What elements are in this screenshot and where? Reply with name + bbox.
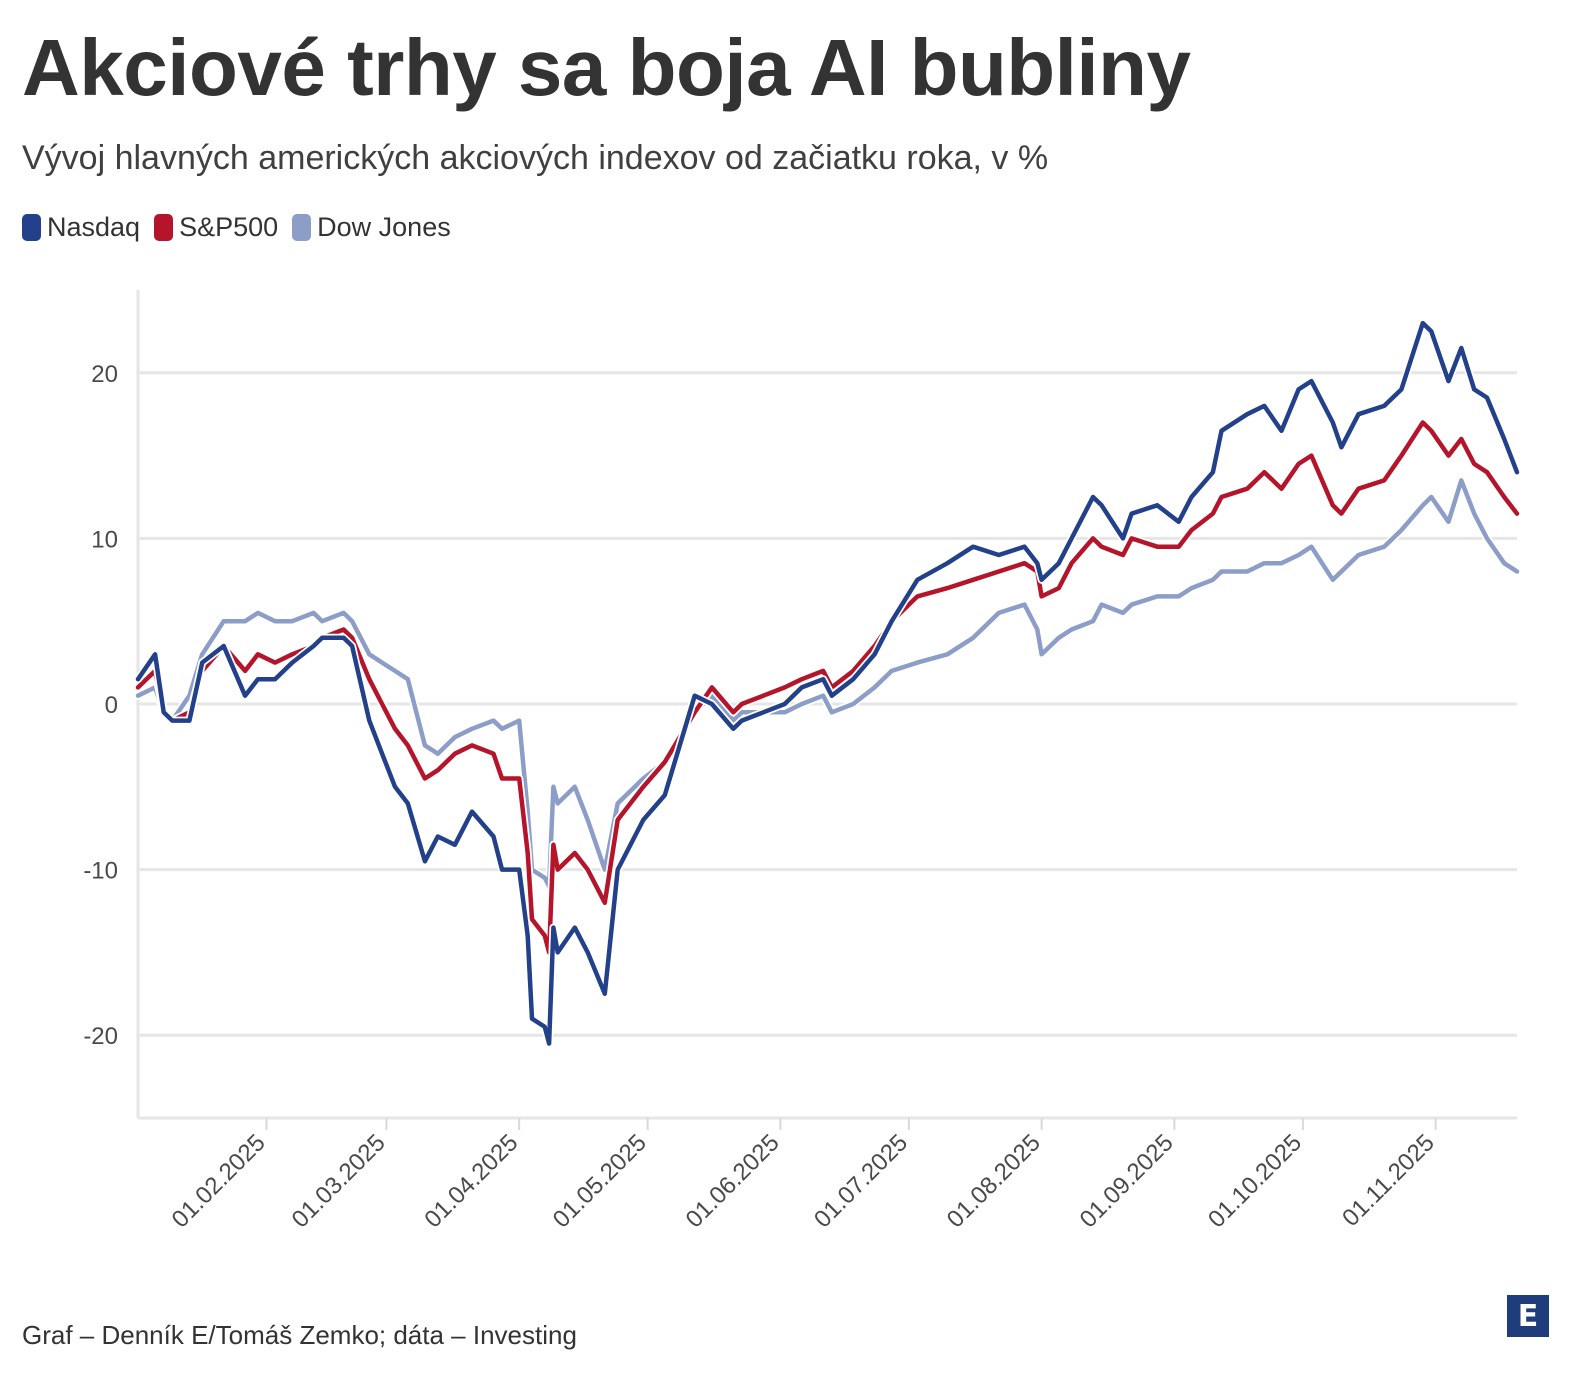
x-tick-label: 01.03.2025 xyxy=(287,1129,391,1233)
x-tick-label: 01.05.2025 xyxy=(548,1129,652,1233)
x-tick-label: 01.02.2025 xyxy=(167,1129,271,1233)
legend-label-dowjones: Dow Jones xyxy=(317,212,451,242)
x-tick-labels: 01.02.2025 01.03.2025 01.04.2025 01.05.2025… xyxy=(167,1129,1440,1233)
y-tick-label: -10 xyxy=(83,858,118,885)
axis-layer xyxy=(136,290,1517,1130)
series-line-nasdaq xyxy=(135,320,1520,1046)
chart-title: Akciové trhy sa boja AI bubliny xyxy=(22,23,1191,112)
source-credit: Graf – Denník E/Tomáš Zemko; dáta – Inve… xyxy=(22,1320,577,1350)
y-tick-label: -20 xyxy=(83,1023,118,1050)
x-tick-label: 01.09.2025 xyxy=(1075,1129,1179,1233)
legend-label-sp500: S&P500 xyxy=(179,212,279,242)
line-chart: 01.02.2025 01.03.2025 01.04.2025 01.05.2025… xyxy=(83,290,1521,1233)
legend-item-sp500: S&P500 xyxy=(154,212,278,243)
chart-subtitle: Vývoj hlavných amerických akciových inde… xyxy=(22,139,1049,177)
legend-swatch-sp500 xyxy=(154,214,174,241)
y-tick-label: 0 xyxy=(105,692,118,719)
x-tick-label: 01.04.2025 xyxy=(419,1129,523,1233)
x-tick-label: 01.10.2025 xyxy=(1203,1129,1307,1233)
y-tick-label: 10 xyxy=(91,526,118,553)
y-tick-label: 20 xyxy=(91,361,118,388)
series-layer xyxy=(134,319,1521,1048)
chart-legend: Nasdaq S&P500 Dow Jones xyxy=(22,212,451,243)
x-tick-label: 01.06.2025 xyxy=(681,1129,785,1233)
legend-item-nasdaq: Nasdaq xyxy=(22,212,140,243)
legend-item-dowjones: Dow Jones xyxy=(292,212,451,243)
x-tick-label: 01.08.2025 xyxy=(942,1129,1046,1233)
legend-swatch-nasdaq xyxy=(22,214,41,241)
legend-label-nasdaq: Nasdaq xyxy=(47,212,141,242)
legend-swatch-dowjones xyxy=(292,214,312,241)
y-tick-labels: -20 -10 0 10 20 xyxy=(83,361,118,1050)
denník-e-logo-icon[interactable]: E xyxy=(1507,1295,1549,1337)
x-tick-label: 01.11.2025 xyxy=(1337,1129,1440,1232)
x-tick-label: 01.07.2025 xyxy=(809,1129,913,1233)
